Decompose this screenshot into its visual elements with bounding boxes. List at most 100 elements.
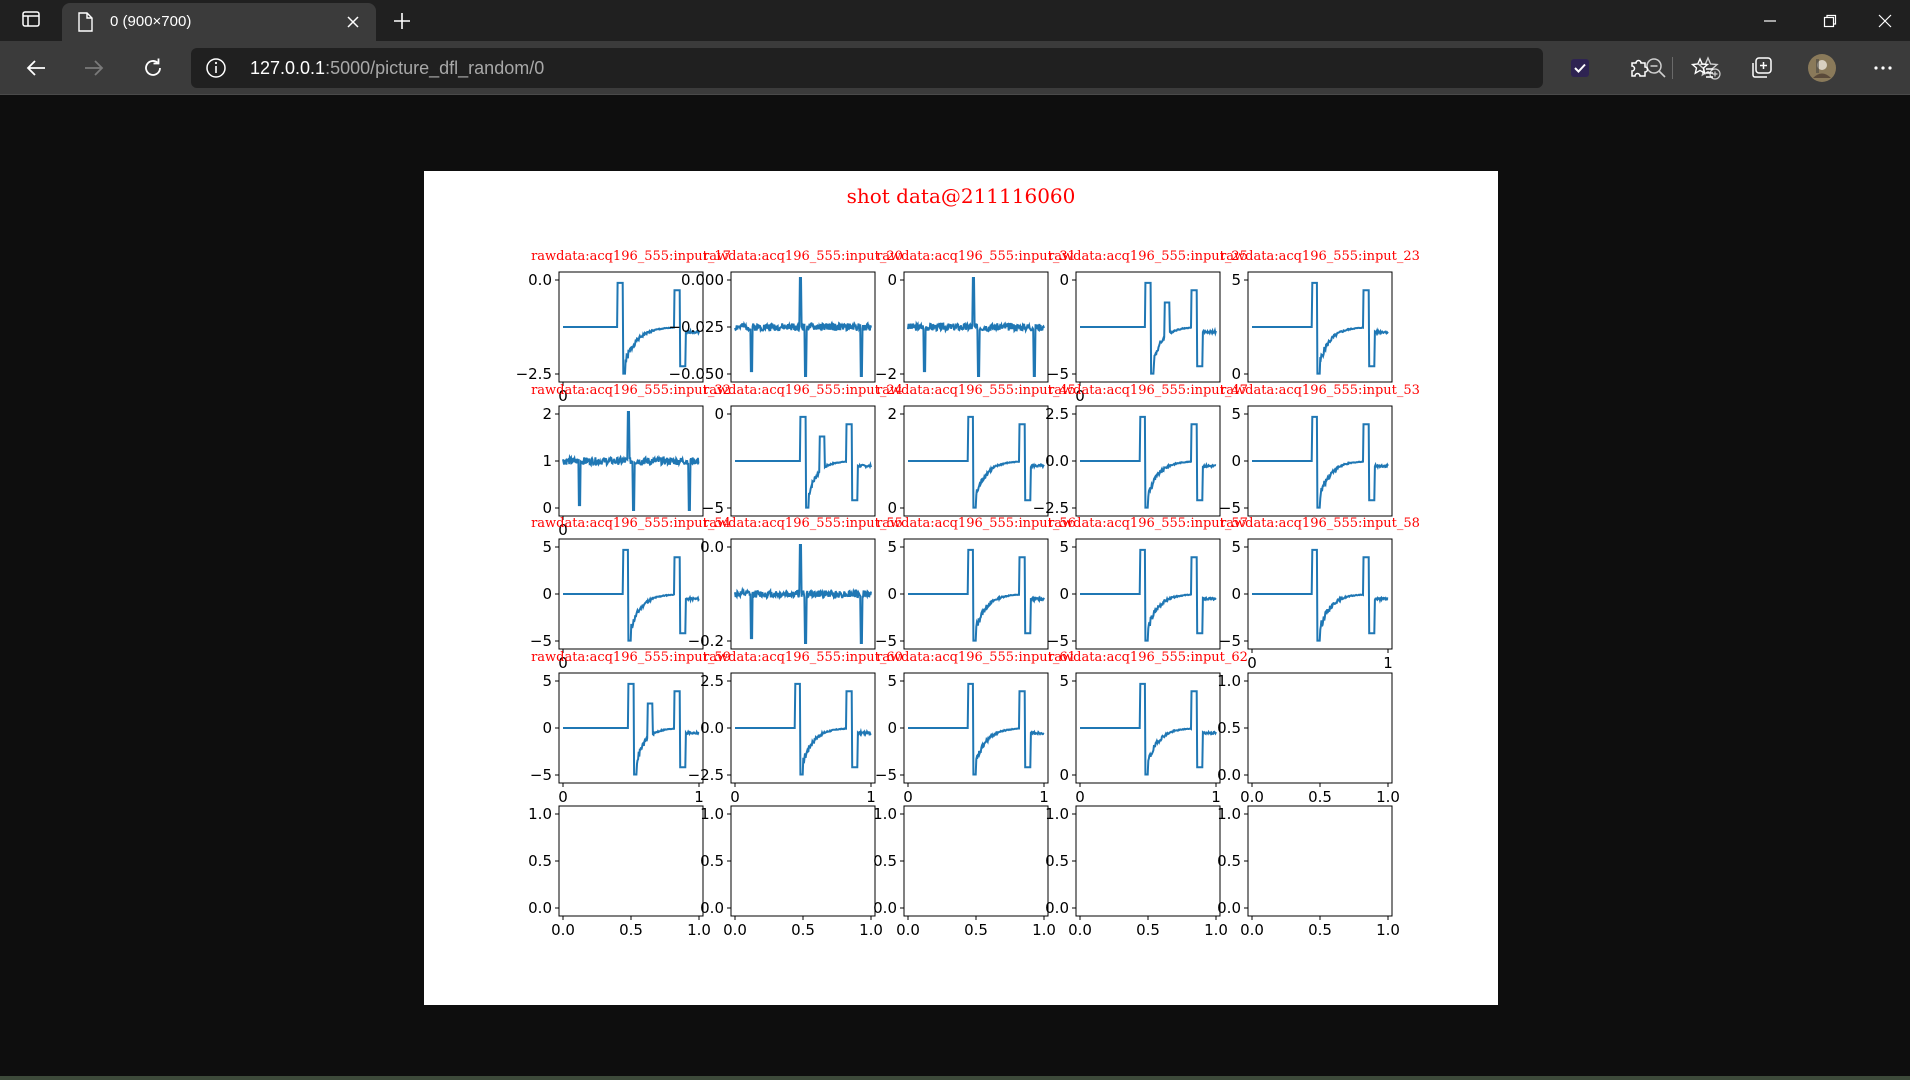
x-tick-label: 1.0 <box>687 921 711 939</box>
y-tick-label: 0.5 <box>528 852 552 870</box>
y-tick-label: −5 <box>1219 632 1241 650</box>
more-button[interactable] <box>1866 51 1900 85</box>
extensions-button[interactable] <box>1622 51 1656 85</box>
subplot-title: rawdata:acq196_555:input_62 <box>1048 650 1248 665</box>
y-tick-label: 5 <box>1059 672 1069 690</box>
info-icon[interactable] <box>205 57 227 79</box>
profile-avatar <box>1808 54 1836 82</box>
subplot-21: 1.0 0.5 0.0 0.0 0.5 1.0 <box>528 805 711 939</box>
address-bar[interactable]: 127.0.0.1:5000/picture_dfl_random/0 <box>191 48 1721 88</box>
subplot-12: 0.0 −0.2 rawdata:acq196_555:input_55 <box>688 516 903 650</box>
x-tick-label: 1 <box>1039 788 1049 806</box>
minimize-button[interactable] <box>1740 0 1800 41</box>
y-tick-label: 5 <box>1231 538 1241 556</box>
x-tick-label: 1.0 <box>1376 788 1400 806</box>
x-tick-label: 0 <box>558 654 568 672</box>
y-tick-label: −2.5 <box>1033 499 1069 517</box>
y-tick-label: 0 <box>542 585 552 603</box>
x-tick-label: 0 <box>1075 788 1085 806</box>
window-close-button[interactable] <box>1860 0 1910 41</box>
series-line <box>1080 281 1217 375</box>
axes-frame <box>558 805 704 917</box>
x-tick-label: 1.0 <box>1204 921 1228 939</box>
page-icon <box>76 12 94 36</box>
y-tick-label: 0 <box>887 499 897 517</box>
forward-button[interactable] <box>77 51 111 85</box>
series-line <box>1080 415 1217 509</box>
back-button[interactable] <box>19 51 53 85</box>
x-tick-label: 0.5 <box>964 921 988 939</box>
series-line <box>735 682 872 776</box>
y-tick-label: 5 <box>887 672 897 690</box>
series-line <box>735 415 872 509</box>
y-tick-label: −5 <box>875 632 897 650</box>
series-line <box>1252 415 1389 509</box>
x-tick-label: 0 <box>903 788 913 806</box>
subplot-title: rawdata:acq196_555:input_53 <box>1220 383 1420 398</box>
series-line <box>734 277 872 377</box>
axes-frame <box>730 405 876 517</box>
favorites-icon <box>1691 57 1713 78</box>
restore-icon <box>1823 14 1837 27</box>
subplot-title: rawdata:acq196_555:input_24 <box>703 383 903 398</box>
y-tick-label: 5 <box>542 672 552 690</box>
x-tick-label: 0.5 <box>1308 921 1332 939</box>
y-tick-label: 0.0 <box>700 719 724 737</box>
y-tick-label: 0 <box>1059 766 1069 784</box>
series-line <box>563 548 700 642</box>
axes-frame <box>1075 271 1221 383</box>
tab-actions-button[interactable] <box>12 7 50 35</box>
refresh-button[interactable] <box>136 51 170 85</box>
browser-tab[interactable]: 0 (900×700) <box>62 3 376 41</box>
favorites-button[interactable] <box>1686 51 1720 85</box>
y-tick-label: 1.0 <box>1045 805 1069 823</box>
collections-button[interactable] <box>1745 51 1779 85</box>
close-tab-button[interactable] <box>342 11 364 33</box>
series-line <box>734 544 872 644</box>
subplot-8: 2 0 rawdata:acq196_555:input_45 <box>876 383 1076 517</box>
figure-canvas: shot data@211116060 0.0−2.50rawdata:acq1… <box>516 184 1420 939</box>
subplot-title: rawdata:acq196_555:input_61 <box>876 650 1076 665</box>
series-line <box>1252 281 1389 375</box>
subplot-title: rawdata:acq196_555:input_31 <box>876 249 1076 264</box>
axes-frame <box>730 805 876 917</box>
window-close-icon <box>1878 14 1892 27</box>
subplot-19: 5 00 1 rawdata:acq196_555:input_62 <box>1048 650 1248 806</box>
y-tick-label: −5 <box>530 632 552 650</box>
subplot-25: 1.0 0.5 0.0 0.0 0.5 1.0 <box>1217 805 1400 939</box>
axes-frame <box>558 271 704 383</box>
x-tick-label: 0.0 <box>896 921 920 939</box>
y-tick-label: 0 <box>1059 271 1069 289</box>
url-text[interactable]: 127.0.0.1:5000/picture_dfl_random/0 <box>250 58 545 78</box>
new-tab-button[interactable] <box>388 8 416 34</box>
subplot-23: 1.0 0.5 0.0 0.0 0.5 1.0 <box>873 805 1056 939</box>
subplot-20: 1.0 0.5 0.0 0.0 0.5 1.0 <box>1217 672 1400 806</box>
checkbox-extension-icon <box>1571 59 1589 77</box>
subplot-5: 5 0 rawdata:acq196_555:input_23 <box>1220 249 1420 383</box>
y-tick-label: 0.0 <box>1045 452 1069 470</box>
minimize-icon <box>1764 19 1776 22</box>
y-tick-label: 5 <box>1231 405 1241 423</box>
series-line <box>908 548 1045 642</box>
back-icon <box>26 60 45 76</box>
profile-button[interactable] <box>1805 51 1839 85</box>
y-tick-label: 0.0 <box>700 899 724 917</box>
series-line <box>562 411 700 511</box>
series-line <box>1080 548 1217 642</box>
checkbox-extension-button[interactable] <box>1563 51 1597 85</box>
restore-button[interactable] <box>1800 0 1860 41</box>
series-line <box>1080 682 1217 776</box>
axes-frame <box>1075 805 1221 917</box>
y-tick-label: 0.5 <box>873 852 897 870</box>
y-tick-label: 0 <box>542 719 552 737</box>
subplot-2: 0.000 −0.025 −0.050 rawdata:acq196_555:inpu… <box>668 249 902 383</box>
y-tick-label: 0.0 <box>528 271 552 289</box>
x-tick-label: 1.0 <box>1032 921 1056 939</box>
y-tick-label: 0.5 <box>1045 852 1069 870</box>
series-line <box>907 277 1045 377</box>
y-tick-label: 0.0 <box>700 538 724 556</box>
y-tick-label: 5 <box>887 538 897 556</box>
zoom-out-button[interactable] <box>1641 53 1671 83</box>
